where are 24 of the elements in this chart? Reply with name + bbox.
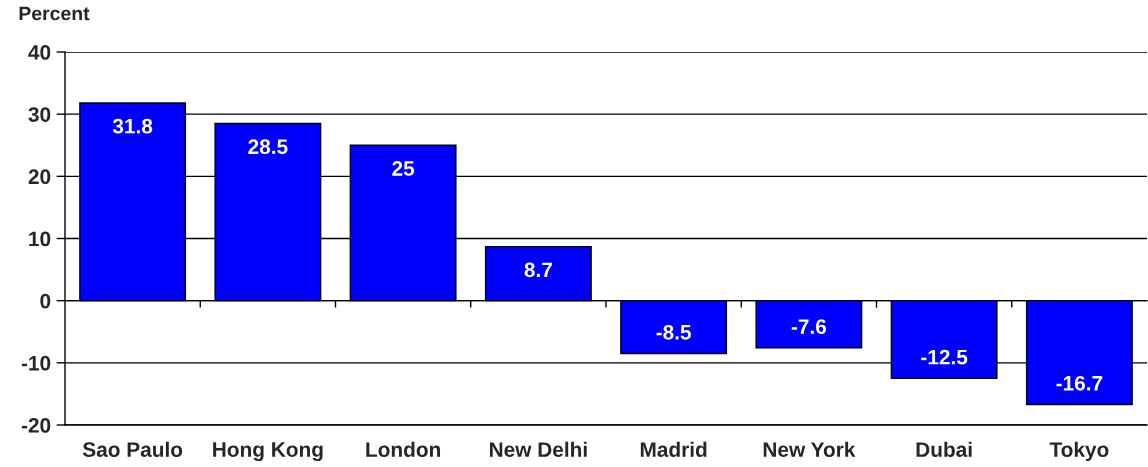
data-label: 31.8 [112, 118, 153, 134]
y-tick-label: 10 [29, 231, 51, 247]
data-label: -12.5 [921, 349, 968, 365]
y-tick-label: -10 [21, 355, 51, 371]
x-tick-label: Hong Kong [213, 442, 323, 462]
data-label: -16.7 [1056, 375, 1103, 391]
data-label: 8.7 [524, 262, 552, 278]
x-tick-label: New Delhi [489, 441, 587, 457]
data-label: 25 [392, 161, 415, 176]
x-tick-label: Tokyo [1049, 441, 1109, 462]
y-tick-label: -20 [21, 418, 51, 433]
data-label: -7.6 [791, 319, 827, 335]
y-tick-label: 0 [40, 293, 51, 309]
y-axis-title: Percent [19, 6, 90, 21]
y-tick-label: 30 [28, 107, 51, 122]
y-tick-label: 40 [28, 45, 51, 60]
y-tick-label: 20 [28, 169, 51, 185]
data-label: 28.5 [248, 139, 288, 155]
x-tick-label: London [366, 441, 441, 457]
x-tick-label: Dubai [916, 441, 972, 457]
x-tick-label: Madrid [640, 441, 707, 457]
x-tick-label: Sao Paulo [82, 441, 183, 457]
x-tick-label: New York [763, 441, 856, 457]
data-label: -8.5 [656, 324, 691, 340]
